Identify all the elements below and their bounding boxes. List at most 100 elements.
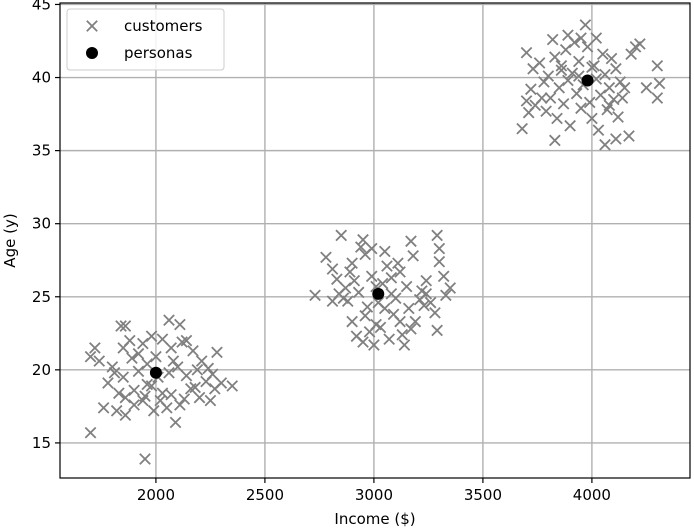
- customer-point: [599, 138, 611, 151]
- personas-series: [149, 74, 594, 379]
- customer-point: [206, 368, 219, 381]
- customer-point: [344, 266, 356, 278]
- customer-point: [139, 390, 151, 402]
- x-axis-label: Income ($): [334, 510, 415, 528]
- legend-box: [66, 8, 225, 71]
- customer-point: [551, 112, 563, 125]
- customer-point: [171, 361, 184, 373]
- customer-point: [405, 235, 417, 248]
- customer-point: [202, 362, 215, 375]
- customer-point: [215, 377, 228, 389]
- customer-point: [420, 288, 433, 300]
- customer-point: [102, 377, 114, 389]
- customer-point: [117, 371, 130, 383]
- customer-point: [150, 350, 162, 363]
- persona-point: [581, 74, 594, 87]
- customer-point: [115, 320, 127, 332]
- x-tick-label: 2500: [246, 486, 284, 504]
- legend-personas-label: personas: [124, 44, 193, 62]
- persona-point: [149, 366, 162, 379]
- customer-point: [132, 365, 145, 378]
- customer-point: [357, 336, 369, 348]
- legend-customers-marker: [86, 20, 98, 32]
- customer-point: [409, 315, 422, 328]
- customer-point: [108, 366, 121, 379]
- customer-point: [544, 92, 557, 104]
- customer-point: [533, 57, 546, 69]
- customer-point: [174, 318, 186, 331]
- customer-point: [418, 299, 430, 312]
- customer-point: [610, 62, 622, 75]
- customer-point: [402, 302, 415, 315]
- customer-point: [141, 358, 154, 370]
- customer-point: [653, 77, 666, 90]
- customer-point: [440, 289, 452, 302]
- customer-point: [564, 119, 576, 132]
- customer-point: [165, 342, 178, 354]
- x-tick-label: 4000: [573, 486, 611, 504]
- customer-point: [437, 270, 450, 283]
- customer-point: [520, 95, 533, 107]
- y-tick-label: 35: [32, 142, 51, 160]
- customer-point: [618, 81, 631, 94]
- customer-point: [549, 134, 561, 147]
- customer-point: [204, 394, 217, 407]
- customer-point: [174, 399, 186, 411]
- customer-point: [610, 133, 622, 145]
- customer-point: [368, 339, 380, 351]
- customer-point: [424, 296, 437, 309]
- customer-point: [163, 314, 175, 326]
- customer-point: [184, 383, 197, 395]
- customer-point: [128, 399, 140, 411]
- customer-point: [326, 263, 339, 275]
- customer-point: [211, 346, 223, 359]
- customer-point: [559, 43, 572, 56]
- customer-point: [394, 315, 406, 328]
- customer-point: [165, 388, 178, 401]
- customer-point: [320, 251, 332, 264]
- customer-point: [623, 130, 635, 142]
- customer-point: [590, 32, 603, 44]
- legend-customers-label: customers: [124, 17, 203, 35]
- customer-point: [187, 345, 199, 357]
- customer-point: [612, 111, 624, 123]
- customer-point: [586, 61, 598, 74]
- y-tick-label: 40: [32, 69, 51, 87]
- customer-point: [123, 334, 136, 347]
- customer-point: [520, 46, 533, 59]
- y-tick-label: 30: [32, 215, 51, 233]
- customer-point: [357, 233, 369, 246]
- customer-point: [361, 301, 374, 313]
- customer-point: [89, 342, 101, 354]
- customer-point: [147, 404, 160, 417]
- customer-point: [365, 242, 378, 255]
- customer-point: [363, 326, 376, 338]
- customer-point: [581, 41, 594, 53]
- customer-point: [394, 266, 406, 278]
- customer-point: [145, 330, 158, 343]
- customer-point: [180, 334, 193, 347]
- customer-point: [226, 380, 239, 392]
- y-tick-label: 20: [32, 361, 51, 379]
- customer-point: [535, 92, 548, 104]
- customer-point: [572, 55, 585, 68]
- customer-point: [385, 271, 398, 284]
- customer-point: [444, 282, 457, 294]
- customer-point: [378, 302, 391, 315]
- customer-point: [614, 76, 627, 88]
- customer-point: [549, 51, 561, 63]
- plot-area: [60, 3, 690, 478]
- customer-point: [84, 350, 97, 363]
- customer-point: [398, 339, 411, 351]
- customer-point: [583, 96, 596, 109]
- persona-point: [372, 287, 385, 300]
- customer-point: [191, 364, 204, 376]
- customer-point: [352, 286, 365, 299]
- customer-point: [156, 333, 169, 345]
- customer-point: [163, 366, 175, 379]
- customer-point: [566, 67, 579, 79]
- customer-point: [309, 289, 321, 302]
- customer-point: [385, 288, 398, 300]
- customer-point: [141, 378, 154, 391]
